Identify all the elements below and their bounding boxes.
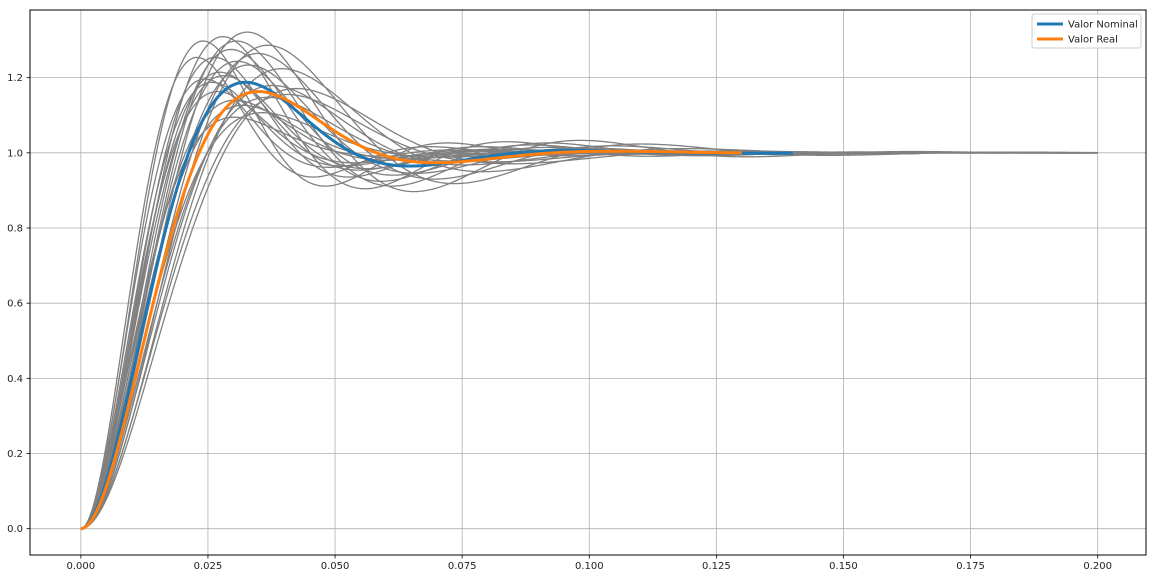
- series-curves: [80, 80, 793, 531]
- axis-ticks: 0.000 0.025 0.050 0.075 0.100 0.125 0.150 0.175…: [7, 73, 1112, 572]
- sample-curve: [80, 31, 1098, 530]
- y-tick-label: 0.2: [7, 449, 23, 460]
- x-tick-label: 0.125: [702, 561, 731, 572]
- x-tick-label: 0.050: [321, 561, 350, 572]
- y-tick-label: 0.8: [7, 224, 23, 235]
- x-tick-label: 0.175: [956, 561, 985, 572]
- legend-label-nominal: Valor Nominal: [1068, 20, 1138, 31]
- y-tick-label: 0.6: [7, 299, 23, 310]
- legend: Valor Nominal Valor Real: [1031, 13, 1142, 49]
- series-line-real: [80, 90, 742, 531]
- x-tick-label: 0.000: [67, 561, 96, 572]
- y-tick-label: 0.4: [7, 374, 23, 385]
- sample-curve: [80, 44, 1098, 530]
- x-tick-label: 0.150: [829, 561, 858, 572]
- y-tick-label: 1.2: [7, 73, 23, 84]
- x-tick-label: 0.200: [1083, 561, 1112, 572]
- y-tick-label: 1.0: [7, 148, 23, 159]
- y-tick-label: 0.0: [7, 524, 23, 535]
- sample-curve: [80, 40, 1098, 530]
- plot-frame: [29, 9, 1147, 556]
- x-tick-label: 0.100: [575, 561, 604, 572]
- x-tick-label: 0.025: [194, 561, 223, 572]
- legend-label-real: Valor Real: [1068, 35, 1118, 46]
- x-tick-label: 0.075: [448, 561, 477, 572]
